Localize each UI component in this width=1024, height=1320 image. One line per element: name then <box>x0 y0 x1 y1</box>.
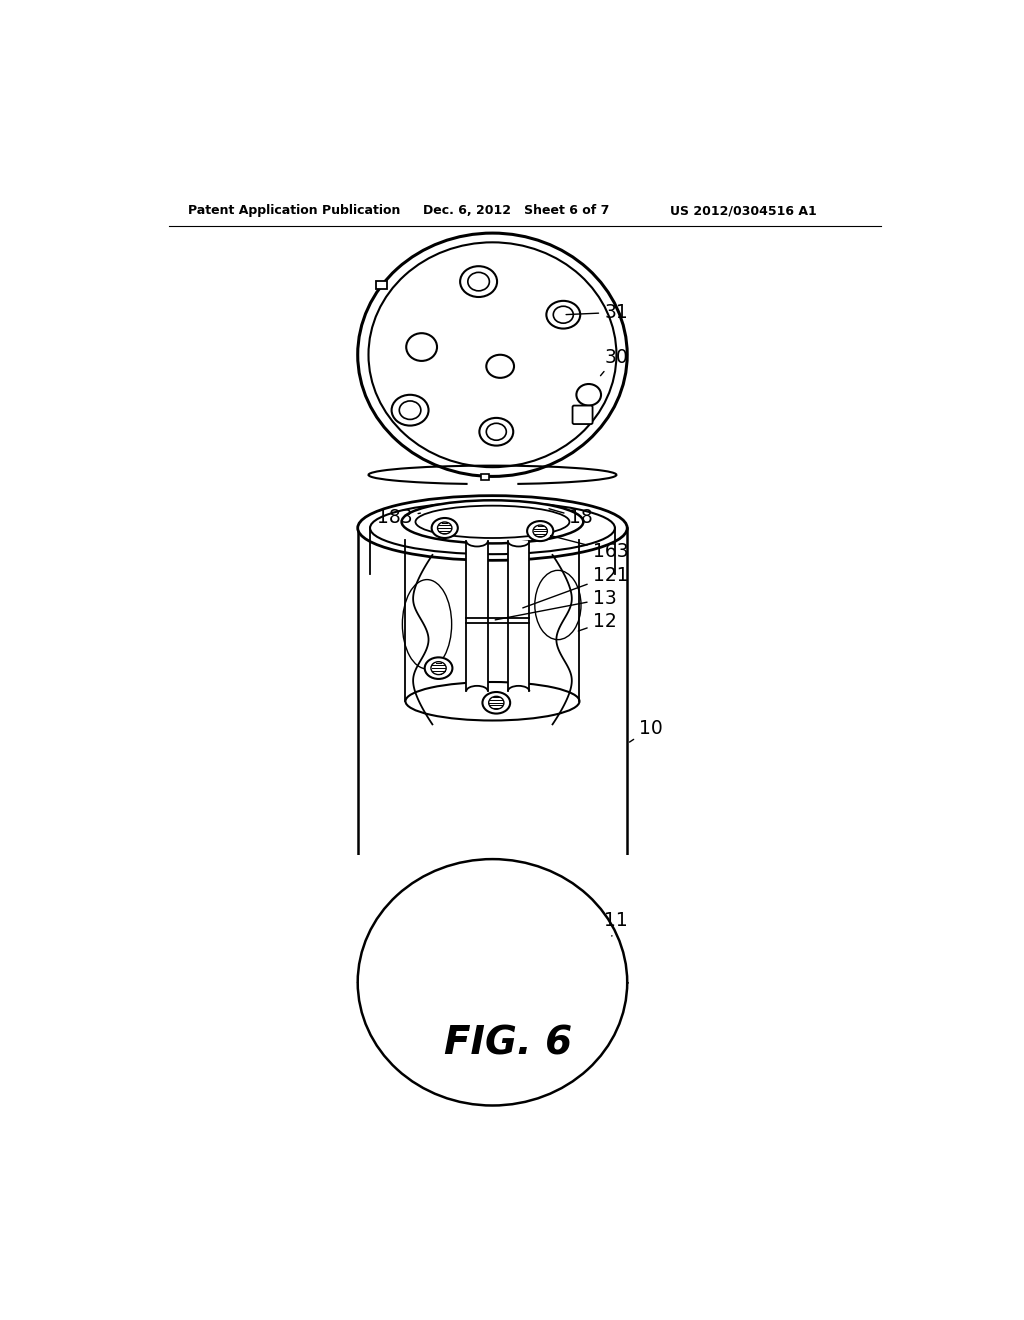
Ellipse shape <box>460 267 497 297</box>
Ellipse shape <box>416 506 569 539</box>
Ellipse shape <box>357 234 628 477</box>
Text: 121: 121 <box>523 566 628 609</box>
Bar <box>354 855 631 982</box>
Text: 12: 12 <box>579 612 616 631</box>
Bar <box>466 541 487 692</box>
Text: 10: 10 <box>630 718 663 742</box>
Ellipse shape <box>479 418 513 446</box>
Bar <box>376 281 387 289</box>
Text: 13: 13 <box>496 589 616 620</box>
Ellipse shape <box>486 355 514 378</box>
Ellipse shape <box>357 859 628 1105</box>
Ellipse shape <box>432 517 458 539</box>
Text: 11: 11 <box>604 911 628 936</box>
Text: US 2012/0304516 A1: US 2012/0304516 A1 <box>670 205 816 218</box>
Text: FIG. 6: FIG. 6 <box>443 1024 572 1063</box>
Ellipse shape <box>357 495 628 560</box>
Ellipse shape <box>527 521 553 541</box>
Ellipse shape <box>401 500 584 544</box>
Text: 183: 183 <box>377 508 421 528</box>
Text: 31: 31 <box>566 302 628 322</box>
Ellipse shape <box>406 682 580 721</box>
Bar <box>508 541 529 692</box>
FancyBboxPatch shape <box>572 405 593 424</box>
Text: 163: 163 <box>551 536 628 561</box>
Ellipse shape <box>391 395 429 425</box>
Ellipse shape <box>577 384 601 405</box>
Ellipse shape <box>547 301 581 329</box>
Ellipse shape <box>425 657 453 678</box>
Text: Patent Application Publication: Patent Application Publication <box>188 205 400 218</box>
Text: Dec. 6, 2012   Sheet 6 of 7: Dec. 6, 2012 Sheet 6 of 7 <box>423 205 609 218</box>
Text: 18: 18 <box>549 508 593 528</box>
Bar <box>481 474 488 480</box>
Ellipse shape <box>407 333 437 360</box>
Ellipse shape <box>370 502 614 554</box>
Text: 30: 30 <box>600 347 628 376</box>
Ellipse shape <box>482 692 510 714</box>
